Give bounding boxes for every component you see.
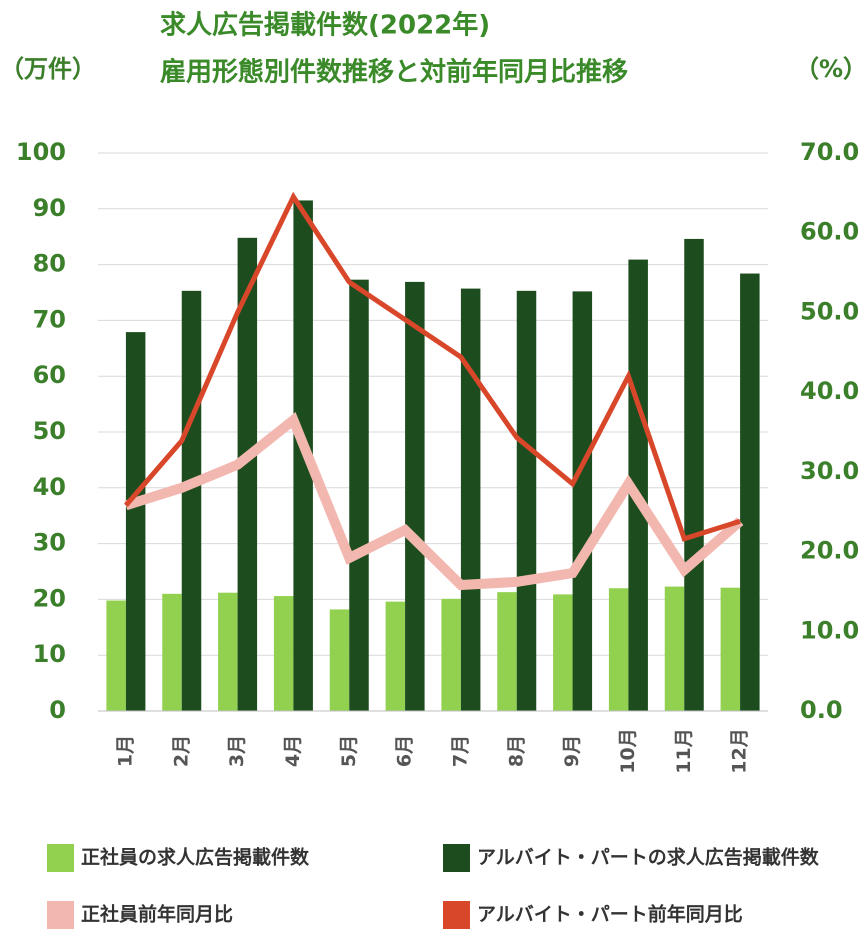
legend-swatch — [443, 844, 470, 872]
y2-axis-label: （%） — [795, 55, 867, 83]
bar — [181, 290, 202, 711]
bar — [441, 598, 461, 711]
y-tick-label: 90 — [33, 194, 66, 222]
bar — [329, 609, 350, 711]
y-tick-label: 100 — [16, 138, 66, 166]
x-tick-label: 10月 — [617, 728, 639, 773]
line-series — [124, 191, 741, 542]
bar — [572, 291, 593, 711]
x-tick-label: 5月 — [338, 735, 360, 767]
bar — [273, 596, 294, 711]
legend-swatch — [443, 901, 470, 929]
bar — [516, 290, 537, 711]
bar — [720, 587, 741, 711]
y-tick-label: 50 — [33, 417, 66, 445]
chart-subtitle: 雇用形態別件数推移と対前年同月比推移 — [160, 57, 628, 88]
y-tick-label: 20 — [33, 584, 66, 612]
x-tick-label: 9月 — [561, 735, 583, 767]
x-tick-label: 12月 — [729, 728, 751, 773]
x-tick-label: 8月 — [505, 735, 527, 767]
bar — [162, 593, 182, 711]
x-tick-label: 3月 — [226, 735, 248, 767]
bar — [405, 281, 425, 711]
legend-label: アルバイト・パート前年同月比 — [477, 903, 743, 926]
y-tick-label: 30 — [33, 529, 66, 557]
y-tick-label: 40 — [33, 473, 66, 501]
x-tick-label: 7月 — [449, 735, 471, 767]
y-axis-label: （万件） — [0, 55, 96, 83]
bar — [349, 279, 369, 711]
x-tick-label: 2月 — [170, 735, 192, 767]
y2-tick-label: 70.0 — [800, 138, 859, 166]
y2-tick-label: 50.0 — [800, 297, 859, 325]
bar — [497, 592, 517, 711]
x-tick-label: 1月 — [114, 735, 136, 767]
bar — [218, 592, 238, 711]
x-tick-label: 6月 — [394, 735, 416, 767]
chart-title: 求人広告掲載件数(2022年) — [160, 10, 490, 41]
y-tick-label: 60 — [33, 361, 66, 389]
y-tick-label: 0 — [49, 696, 66, 724]
legend-swatch — [47, 901, 74, 929]
bar — [460, 288, 481, 711]
y2-tick-label: 0.0 — [800, 696, 843, 724]
bar — [237, 237, 258, 712]
legend-label: 正社員前年同月比 — [81, 903, 233, 926]
y2-tick-label: 60.0 — [800, 218, 859, 246]
bar — [553, 594, 573, 711]
bar — [106, 600, 126, 711]
y-tick-label: 10 — [33, 640, 66, 668]
x-tick-label: 4月 — [282, 735, 304, 767]
bar — [125, 332, 146, 711]
legend-label: 正社員の求人広告掲載件数 — [81, 846, 310, 869]
legend-swatch — [47, 844, 74, 872]
bar — [628, 259, 648, 711]
bar — [664, 586, 685, 711]
bar — [740, 273, 760, 711]
bar — [385, 601, 406, 711]
y2-tick-label: 10.0 — [800, 616, 859, 644]
y-tick-label: 80 — [33, 250, 66, 278]
bar — [608, 588, 629, 711]
bar — [684, 238, 704, 711]
x-tick-label: 11月 — [673, 728, 695, 773]
y2-tick-label: 40.0 — [800, 377, 859, 405]
y2-tick-label: 20.0 — [800, 537, 859, 565]
y2-tick-label: 30.0 — [800, 457, 859, 485]
y-tick-label: 70 — [33, 305, 66, 333]
legend-label: アルバイト・パートの求人広告掲載件数 — [477, 846, 820, 869]
line-series — [124, 411, 744, 591]
